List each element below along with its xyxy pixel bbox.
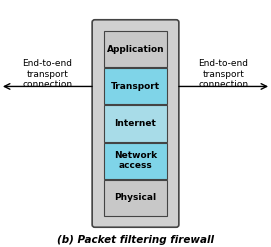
Text: (b) Packet filtering firewall: (b) Packet filtering firewall <box>57 235 214 245</box>
FancyBboxPatch shape <box>104 180 167 216</box>
Text: Internet: Internet <box>115 119 156 128</box>
FancyBboxPatch shape <box>104 105 167 142</box>
Text: Physical: Physical <box>114 193 157 202</box>
FancyBboxPatch shape <box>104 143 167 179</box>
FancyBboxPatch shape <box>92 20 179 227</box>
Text: Network
access: Network access <box>114 151 157 170</box>
Text: Transport: Transport <box>111 82 160 91</box>
Text: End-to-end
transport
connection: End-to-end transport connection <box>199 59 249 89</box>
FancyBboxPatch shape <box>104 31 167 67</box>
Text: Application: Application <box>107 45 164 54</box>
FancyBboxPatch shape <box>104 68 167 104</box>
Text: End-to-end
transport
connection: End-to-end transport connection <box>22 59 72 89</box>
